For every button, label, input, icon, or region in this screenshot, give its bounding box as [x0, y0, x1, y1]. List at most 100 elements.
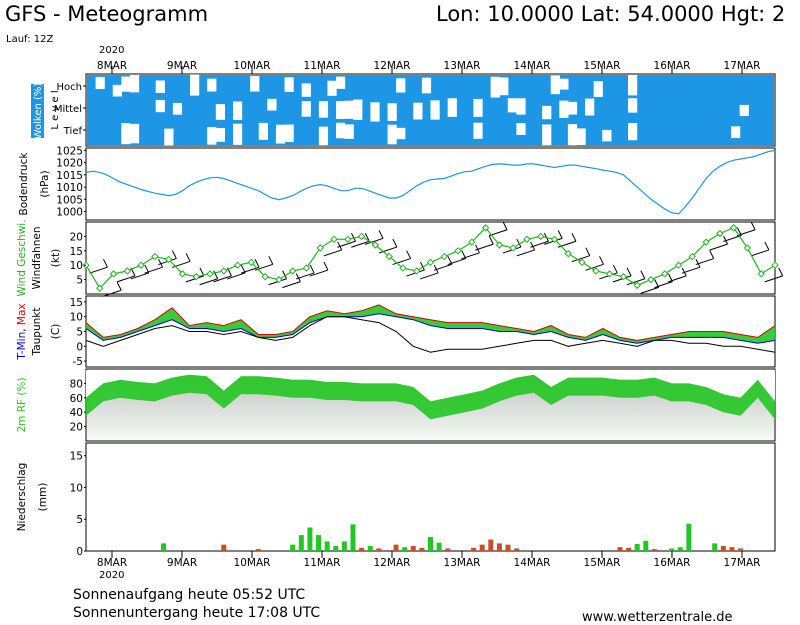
precip-tick-label: 5	[76, 514, 83, 526]
cloud-gap	[112, 84, 122, 97]
cloud-gap	[336, 76, 346, 89]
wind-barb-flag	[116, 282, 122, 291]
temperature-panel: -5 0 5 10 15	[70, 297, 776, 368]
precip-bar	[471, 547, 477, 551]
cloud-level-label: Mittel	[54, 104, 82, 115]
temp-tick-label: 15	[70, 297, 83, 309]
wind-barb	[764, 275, 783, 283]
precip-bar	[479, 544, 485, 551]
precip-bar	[350, 524, 356, 551]
wind-barb	[392, 258, 411, 266]
wind-barb	[337, 240, 356, 248]
wind-barb	[323, 249, 342, 257]
cloud-gap	[318, 101, 329, 118]
precip-bar	[643, 540, 649, 551]
wind-barb-ylabel: Windfahnen	[31, 227, 43, 290]
wind-barb	[736, 229, 756, 237]
wind-speed-point	[702, 238, 710, 246]
wind-speed-point	[550, 235, 559, 243]
precip-bar	[514, 548, 520, 551]
cloud-gap	[172, 102, 183, 115]
cloud-gap	[318, 126, 329, 146]
precip-ylabel: Niederschlag	[16, 463, 28, 532]
wind-barb	[475, 243, 494, 251]
wind-speed-point	[123, 267, 132, 275]
wind-barb-flag	[585, 247, 591, 256]
wind-barb-flag	[351, 233, 356, 242]
wind-barb-flag	[254, 258, 260, 268]
precip-tick-label: 15	[70, 451, 83, 463]
cloud-gap	[215, 127, 225, 142]
cloud-gap	[301, 83, 311, 97]
rh-tick-label: 80	[70, 378, 83, 390]
precip-bar	[333, 545, 339, 551]
wind-speed-point	[605, 270, 614, 278]
cloud-gap	[95, 76, 105, 89]
panel-frames	[85, 73, 776, 552]
pressure-tick-label: 1025	[56, 145, 83, 157]
wind-barb	[240, 266, 260, 274]
wind-speed-point	[481, 224, 490, 232]
wind-barb-flag	[378, 230, 384, 239]
wind-barb	[130, 272, 149, 280]
wind-barb-flag	[612, 264, 618, 274]
precip-bar	[298, 535, 304, 551]
wind-speed-point	[164, 255, 173, 264]
wind-speed-point	[344, 235, 352, 243]
wind-speed-point	[220, 267, 228, 275]
cloud-gap	[215, 104, 225, 120]
wind-speed-point	[109, 270, 118, 278]
cloud-ylabel: Wolken (%)	[33, 83, 44, 140]
wind-barb-flag	[185, 253, 191, 262]
wind-tick-label: 5	[76, 275, 83, 287]
cloud-gap	[250, 75, 260, 92]
wind-speed-point	[316, 244, 324, 252]
wind-barb-flag	[557, 230, 563, 239]
precip-bar	[651, 549, 657, 551]
wind-barb-flag	[681, 267, 687, 277]
cloud-gap	[336, 101, 346, 119]
temp-tick-label: -5	[73, 356, 83, 368]
wind-speed-point	[275, 275, 283, 284]
precip-bar	[729, 547, 735, 551]
day-label-top: 9MAR	[167, 60, 197, 72]
dewpoint-ylabel: Taupunkt	[31, 308, 43, 357]
precip-bar	[290, 544, 296, 551]
rh-ylabel: 2m RF (%)	[16, 377, 28, 432]
cloud-level-axis: L e v e l	[50, 90, 61, 129]
precip-bar	[720, 545, 726, 551]
cloud-gap	[155, 80, 165, 93]
tmax-line	[85, 304, 776, 341]
wind-barb	[750, 249, 770, 257]
temp-tick-label: 5	[76, 327, 83, 339]
wind-barb-flag	[764, 241, 770, 251]
wind-barb	[282, 281, 301, 289]
cloud-gap	[731, 126, 741, 139]
wind-barb	[654, 281, 673, 289]
wind-speed-point	[578, 258, 586, 267]
cloud-gap	[353, 99, 363, 120]
wind-speed-point	[495, 241, 504, 249]
pressure-frame	[85, 147, 776, 221]
day-label-top: 10MAR	[234, 60, 271, 72]
precip-bar	[376, 548, 382, 551]
cloud-gap	[447, 98, 457, 117]
cloud-gap	[499, 77, 509, 96]
wind-barb-flag	[337, 241, 343, 251]
sunrise-label: Sonnenaufgang heute 05:52 UTC	[73, 587, 306, 603]
wind-barb	[378, 246, 397, 254]
day-label-bottom: 9MAR	[167, 557, 197, 569]
wind-speed-point	[757, 270, 765, 278]
wind-speed-point	[633, 281, 641, 290]
wind-barb-flag	[709, 250, 715, 259]
temp-ylabel-part: ,	[16, 325, 28, 332]
wind-barb	[420, 272, 439, 280]
cloud-gap	[413, 102, 423, 120]
location-label: Lon: 10.0000 Lat: 54.0000 Hgt: 2	[436, 2, 786, 26]
precip-bar	[393, 544, 399, 551]
wind-barb-flag	[530, 241, 536, 251]
day-label-bottom: 15MAR	[584, 557, 621, 569]
website-link[interactable]: www.wetterzentrale.de	[582, 610, 733, 625]
wind-barb-flag	[750, 221, 756, 230]
cloud-gap	[516, 123, 526, 135]
